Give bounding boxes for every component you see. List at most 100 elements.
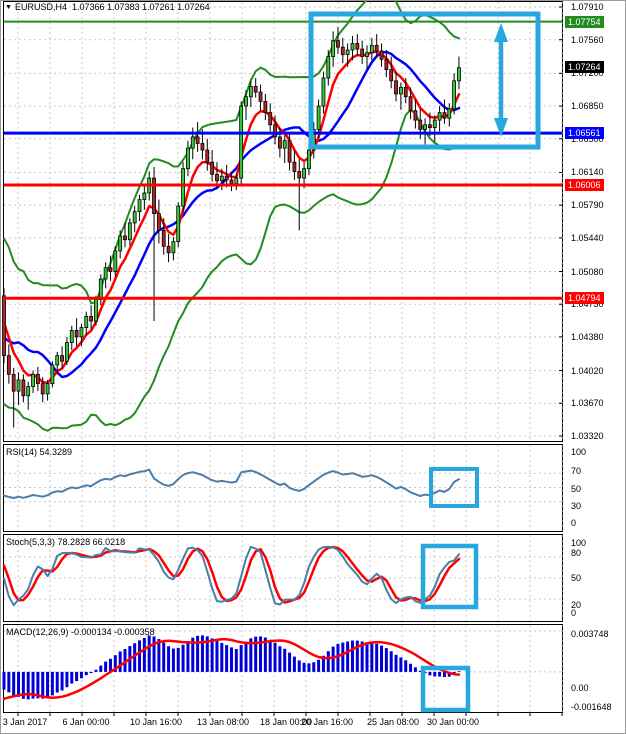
- bear-candle: [224, 175, 229, 181]
- bear-candle: [360, 48, 365, 57]
- price-axis-tick: 1.04380: [571, 331, 604, 342]
- bear-candle: [210, 161, 215, 175]
- bull-candle: [423, 124, 427, 130]
- ohlc-readout: 1.07366 1.07383 1.07261 1.07264: [71, 2, 210, 12]
- bear-candle: [277, 136, 282, 149]
- bull-candle: [79, 327, 84, 338]
- bull-candle: [282, 140, 287, 149]
- bull-candle: [369, 44, 374, 54]
- bull-candle: [137, 199, 142, 213]
- bear-candle: [273, 124, 277, 138]
- rsi-axis-tick: 50: [571, 484, 582, 494]
- bull-candle: [103, 267, 108, 280]
- time-axis-label: 10 Jan 16:00: [129, 717, 183, 727]
- bear-candle: [340, 46, 345, 56]
- bull-candle: [50, 364, 55, 385]
- stoch-axis-tick: 20: [571, 600, 582, 610]
- bull-candle: [16, 379, 21, 392]
- time-axis-label: 6 Jan 00:00: [62, 717, 110, 727]
- rsi-indicator-panel[interactable]: [1, 443, 564, 533]
- bull-candle: [176, 205, 181, 242]
- bear-candle: [21, 379, 26, 397]
- main-price-chart[interactable]: [1, 1, 564, 443]
- bear-candle: [60, 355, 64, 362]
- bull-candle: [186, 147, 190, 170]
- bear-candle: [428, 124, 432, 128]
- price-axis-tick: 1.05440: [571, 232, 604, 243]
- price-level-badge: 1.06006: [565, 178, 604, 191]
- bear-candle: [229, 179, 234, 185]
- price-axis-tick: 1.06140: [571, 167, 604, 178]
- bear-candle: [413, 110, 418, 121]
- bear-candle: [161, 229, 166, 247]
- bull-candle: [398, 86, 403, 95]
- time-axis-label: 18 Jan 00:00: [259, 717, 313, 727]
- bull-candle: [84, 315, 89, 328]
- bear-candle: [384, 58, 389, 71]
- bull-candle: [113, 250, 118, 272]
- bull-candle: [331, 40, 336, 57]
- bear-candle: [195, 136, 200, 144]
- bull-candle: [326, 56, 331, 79]
- price-level-badge: 1.04794: [565, 292, 604, 305]
- price-axis-tick: 1.03670: [571, 398, 604, 409]
- rsi-label: RSI(14) 54.3289: [6, 447, 73, 457]
- bull-candle: [171, 241, 176, 254]
- bear-candle: [355, 43, 360, 50]
- bear-candle: [35, 373, 40, 385]
- rsi-axis-tick: 30: [571, 501, 582, 511]
- stoch-axis-tick: 0: [571, 608, 577, 618]
- bull-candle: [190, 136, 195, 149]
- bull-candle: [316, 105, 321, 130]
- price-level-badge: 1.07754: [565, 15, 604, 28]
- price-axis-tick: 1.07910: [571, 2, 604, 12]
- bear-candle: [156, 213, 161, 231]
- price-level-badge: 1.06561: [565, 127, 604, 140]
- macd-axis-tick: 0.003748: [571, 629, 609, 639]
- time-axis-label: 20 Jan 16:00: [300, 717, 354, 727]
- stoch-axis-tick: 50: [571, 573, 582, 583]
- bull-candle: [239, 105, 244, 179]
- bear-candle: [40, 383, 45, 395]
- bull-candle: [65, 342, 69, 362]
- bear-candle: [394, 80, 398, 95]
- bear-candle: [200, 143, 205, 151]
- bear-candle: [123, 235, 127, 241]
- bull-candle: [307, 149, 311, 170]
- bear-candle: [287, 140, 292, 163]
- bear-candle: [11, 373, 16, 392]
- bull-candle: [98, 278, 103, 300]
- bull-candle: [142, 192, 147, 200]
- bull-candle: [248, 86, 253, 98]
- bull-candle: [45, 383, 50, 395]
- time-axis-label: 13 Jan 08:00: [196, 717, 250, 727]
- stoch-axis-tick: 80: [571, 548, 582, 558]
- rsi-axis-tick: 70: [571, 466, 582, 476]
- current-price-badge: 1.07264: [565, 61, 604, 74]
- bear-candle: [152, 177, 156, 214]
- bull-candle: [181, 168, 185, 207]
- bull-candle: [127, 222, 132, 241]
- bull-candle: [55, 355, 60, 366]
- bear-candle: [389, 69, 394, 82]
- bull-candle: [365, 52, 369, 57]
- bear-candle: [6, 355, 11, 375]
- bull-candle: [437, 112, 442, 121]
- price-axis-tick: 1.06850: [571, 101, 604, 112]
- bull-candle: [26, 386, 31, 397]
- rsi-axis-tick: 100: [571, 447, 587, 457]
- bear-candle: [418, 119, 423, 130]
- bear-candle: [253, 86, 258, 93]
- price-axis-tick: 1.05790: [571, 200, 604, 211]
- price-axis-tick: 1.04020: [571, 365, 604, 376]
- price-axis-tick: 1.07560: [571, 34, 604, 45]
- bull-candle: [321, 77, 326, 107]
- bear-candle: [336, 40, 340, 48]
- bear-candle: [403, 86, 408, 98]
- time-axis-label: 30 Jan 00:00: [426, 717, 480, 727]
- bear-candle: [258, 91, 263, 102]
- chevron-down-icon[interactable]: ▼: [5, 4, 12, 11]
- bull-candle: [345, 49, 350, 56]
- bear-candle: [2, 295, 6, 357]
